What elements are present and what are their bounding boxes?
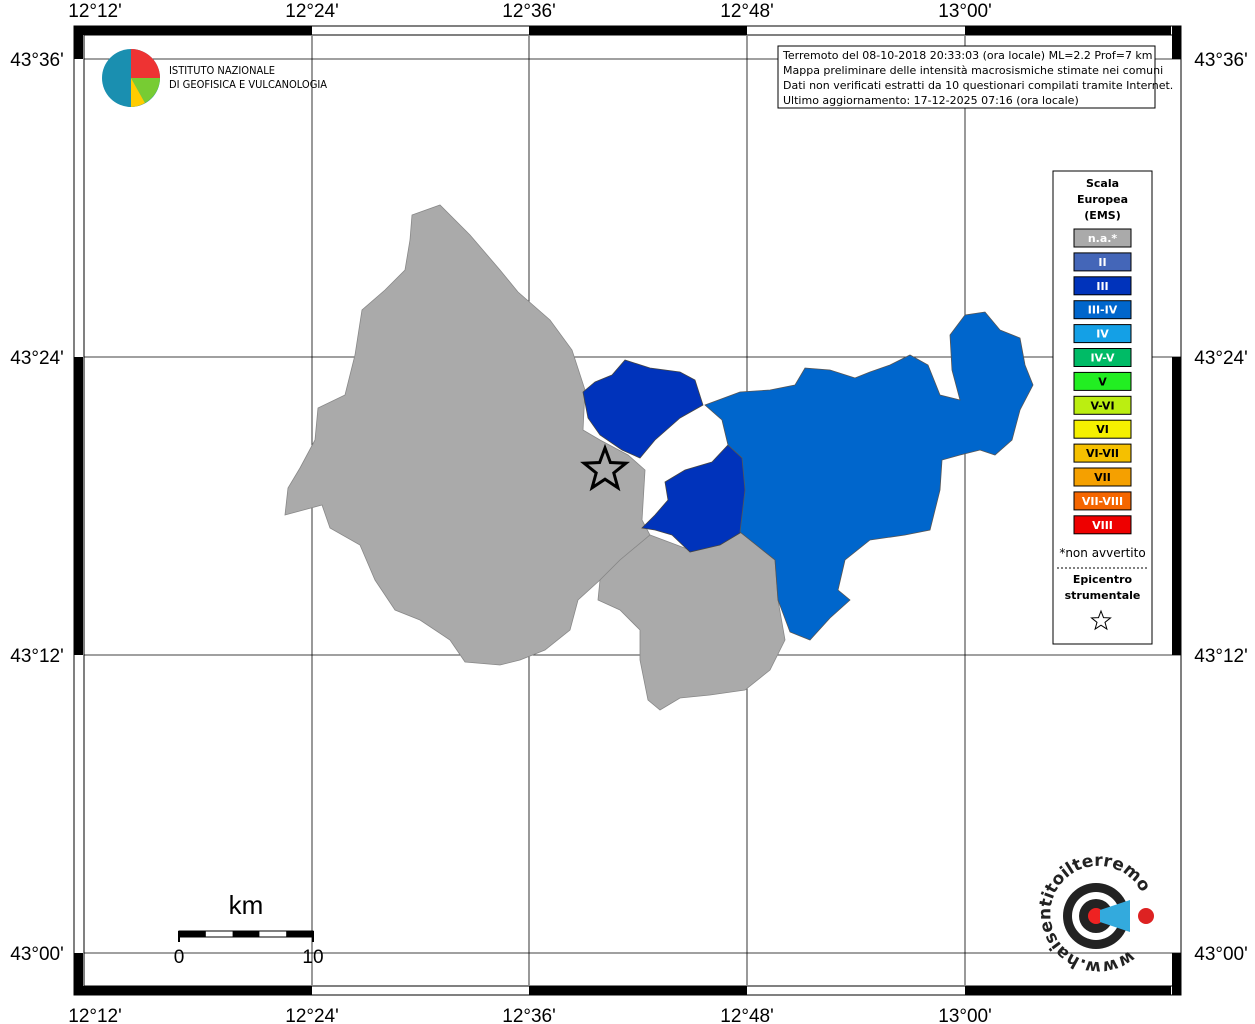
info-box bbox=[777, 45, 1156, 109]
legend-swatch bbox=[1073, 324, 1132, 344]
frame-inner bbox=[83, 34, 1182, 987]
frame-bar bbox=[965, 26, 1171, 35]
legend-label: II bbox=[1098, 256, 1106, 269]
scale-bar bbox=[286, 931, 313, 937]
legend-swatch bbox=[1073, 467, 1132, 487]
lon-label: 12°48' bbox=[720, 1, 774, 22]
legend-swatch bbox=[1073, 300, 1132, 320]
legend-swatch bbox=[1073, 491, 1132, 511]
legend-swatch bbox=[1073, 348, 1132, 367]
lon-label: 12°36' bbox=[502, 1006, 556, 1024]
legend-title: Scala bbox=[1086, 177, 1119, 190]
legend-swatch bbox=[1073, 371, 1132, 391]
logo-globe bbox=[131, 78, 145, 107]
legend-label: IV bbox=[1096, 328, 1109, 341]
frame-bar bbox=[74, 986, 312, 995]
scale-unit: km bbox=[229, 890, 264, 920]
legend-title: (EMS) bbox=[1084, 209, 1120, 222]
region-iii bbox=[582, 359, 704, 459]
scale-bar bbox=[179, 931, 206, 937]
scale-label: 10 bbox=[302, 947, 323, 968]
lon-label: 12°12' bbox=[68, 1, 122, 22]
lon-label: 12°48' bbox=[720, 1006, 774, 1024]
logo-globe bbox=[131, 78, 160, 103]
frame-bar bbox=[74, 357, 83, 655]
region-iii bbox=[641, 444, 751, 553]
scale-label: 0 bbox=[174, 947, 185, 968]
legend-label: VI bbox=[1096, 423, 1109, 436]
epicenter bbox=[580, 443, 630, 492]
lat-label: 43°36' bbox=[10, 50, 64, 71]
lat-label: 43°12' bbox=[1194, 646, 1248, 667]
legend-epicenter: Epicentro bbox=[1073, 573, 1133, 586]
legend-note: *non avvertito bbox=[1059, 546, 1145, 560]
legend-epicenter: strumentale bbox=[1065, 589, 1141, 602]
legend-label: V-VI bbox=[1090, 399, 1114, 412]
legend-label: VI-VII bbox=[1086, 447, 1119, 460]
info-line: Mappa preliminare delle intensità macros… bbox=[783, 64, 1163, 77]
legend-label: IV-V bbox=[1090, 352, 1115, 365]
legend-label: III bbox=[1096, 280, 1108, 293]
legend-label: VII-VIII bbox=[1082, 495, 1123, 508]
lat-label: 43°24' bbox=[1194, 348, 1248, 369]
lon-label: 12°12' bbox=[68, 1006, 122, 1024]
legend-title: Europea bbox=[1077, 193, 1128, 206]
site-logo bbox=[1100, 900, 1130, 932]
legend-swatch bbox=[1073, 515, 1132, 535]
lat-label: 43°36' bbox=[1194, 50, 1248, 71]
frame-bar bbox=[74, 26, 312, 35]
frame-bar bbox=[529, 26, 747, 35]
lon-label: 12°24' bbox=[285, 1, 339, 22]
legend-swatch bbox=[1073, 419, 1132, 439]
lon-label: 13°00' bbox=[938, 1, 992, 22]
lon-label: 12°36' bbox=[502, 1, 556, 22]
legend-label: VIII bbox=[1092, 519, 1113, 532]
lat-label: 43°00' bbox=[1194, 944, 1248, 965]
legend-swatch bbox=[1073, 252, 1132, 272]
lat-label: 43°00' bbox=[10, 944, 64, 965]
logo-text: ISTITUTO NAZIONALE bbox=[169, 64, 275, 77]
info-line: Terremoto del 08-10-2018 20:33:03 (ora l… bbox=[782, 49, 1153, 62]
legend-label: III-IV bbox=[1088, 304, 1118, 317]
lon-label: 12°24' bbox=[285, 1006, 339, 1024]
legend-label: VII bbox=[1094, 471, 1111, 484]
frame-bar bbox=[1172, 26, 1181, 59]
legend-swatch bbox=[1073, 228, 1132, 248]
frame-bar bbox=[529, 986, 747, 995]
frame-bar bbox=[1172, 953, 1181, 995]
legend-swatch bbox=[1073, 276, 1132, 296]
frame-bar bbox=[1172, 357, 1181, 655]
info-line: Ultimo aggiornamento: 17-12-2025 07:16 (… bbox=[783, 94, 1079, 107]
frame-bar bbox=[74, 26, 83, 59]
frame-bar bbox=[965, 986, 1171, 995]
scale-bar bbox=[232, 931, 260, 937]
site-logo bbox=[1138, 908, 1154, 924]
logo-globe bbox=[131, 49, 160, 78]
legend-swatch bbox=[1073, 395, 1132, 415]
region-na bbox=[284, 204, 651, 666]
frame-bar bbox=[74, 953, 83, 995]
legend-label: V bbox=[1098, 375, 1107, 388]
logo-text: DI GEOFISICA E VULCANOLOGIA bbox=[169, 78, 327, 91]
region-iii-iv bbox=[704, 311, 1034, 641]
info-line: Dati non verificati estratti da 10 quest… bbox=[783, 79, 1173, 92]
legend-label: n.a.* bbox=[1088, 232, 1118, 245]
lat-label: 43°24' bbox=[10, 348, 64, 369]
lon-label: 13°00' bbox=[938, 1006, 992, 1024]
legend-star bbox=[1090, 609, 1112, 631]
legend-swatch bbox=[1073, 443, 1132, 463]
lat-label: 43°12' bbox=[10, 646, 64, 667]
